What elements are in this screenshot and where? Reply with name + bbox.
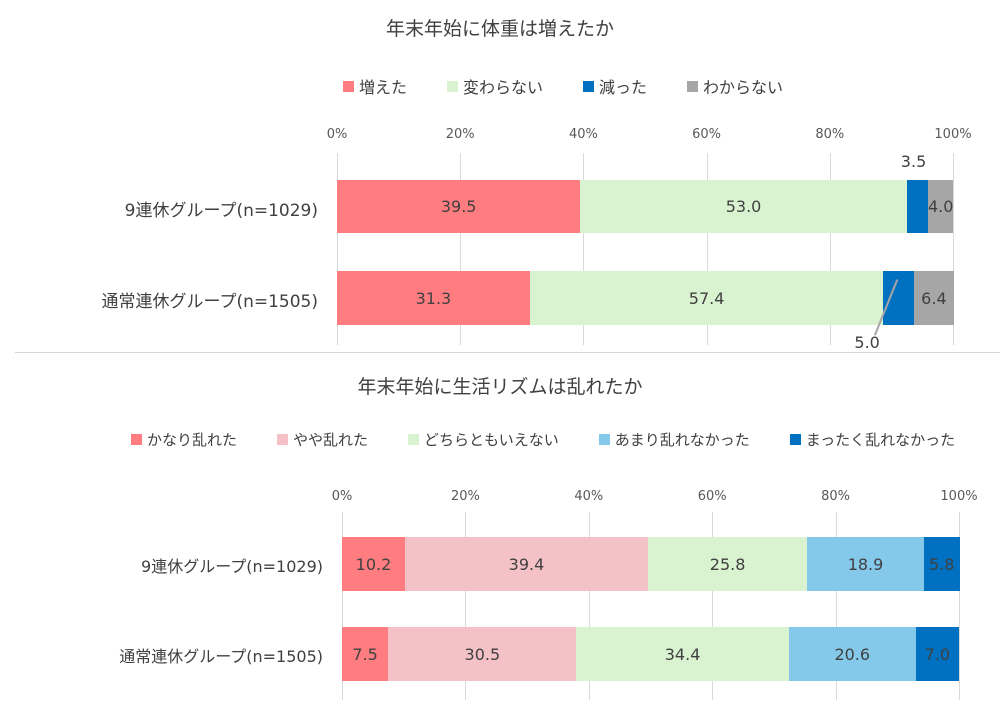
legend-label: やや乱れた	[293, 431, 369, 449]
data-label: 39.4	[508, 554, 545, 574]
legend-label: まったく乱れなかった	[805, 431, 956, 449]
bar-segment: 7.5	[342, 627, 389, 681]
gridline	[465, 512, 467, 700]
gridline	[835, 512, 837, 700]
bar-segment: 20.6	[788, 627, 916, 681]
legend-swatch	[687, 80, 699, 92]
bar-segment: 25.8	[648, 537, 808, 591]
legend-label: わからない	[703, 78, 784, 97]
data-label: 53.0	[725, 197, 762, 216]
legend-swatch	[277, 434, 289, 445]
x-tick-label: 0%	[326, 127, 348, 142]
x-tick-label: 100%	[940, 489, 978, 504]
chart2-legend: かなり乱れた やや乱れた どちらともいえない あまり乱れなかった まったく乱れなかった	[131, 429, 995, 450]
gridline	[712, 512, 714, 700]
chart1-legend: 増えた 変わらない 減った わからない	[343, 74, 823, 98]
bar-segment: 7.0	[915, 627, 959, 681]
legend-item: 変わらない	[447, 74, 543, 98]
x-tick-label: 40%	[568, 127, 598, 142]
gridline	[583, 153, 585, 345]
data-label: 20.6	[834, 644, 871, 664]
x-tick-label: 40%	[574, 489, 604, 504]
gridline	[460, 153, 462, 345]
legend-swatch	[447, 80, 459, 92]
legend-swatch	[408, 434, 420, 445]
data-label: 34.4	[664, 644, 701, 664]
chart1-title: 年末年始に体重は増えたか	[385, 18, 615, 40]
x-tick-label: 80%	[821, 489, 851, 504]
bar-segment: 5.8	[923, 537, 960, 591]
legend-item: どちらともいえない	[408, 429, 559, 450]
x-tick-label: 60%	[692, 127, 722, 142]
legend-swatch	[583, 80, 595, 92]
legend-label: 増えた	[359, 78, 408, 97]
bar-segment: 31.3	[337, 271, 530, 325]
bar-segment: 30.5	[388, 627, 577, 681]
gridline	[829, 153, 831, 345]
data-label: 7.5	[352, 644, 378, 664]
bar-segment: 18.9	[807, 537, 924, 591]
gridline	[342, 512, 343, 700]
gridline	[953, 153, 954, 345]
data-label: 5.8	[928, 554, 955, 574]
bar-segment	[906, 180, 929, 233]
data-label: 3.5	[900, 152, 927, 171]
data-label: 57.4	[688, 288, 725, 308]
data-label: 4.0	[927, 197, 954, 216]
category-label: 通常連休グループ(n=1505)	[119, 647, 323, 666]
gridline	[959, 512, 960, 700]
data-label: 5.0	[854, 333, 880, 352]
bar-segment: 10.2	[342, 537, 405, 591]
legend-swatch	[131, 434, 142, 445]
x-tick-label: 0%	[331, 489, 353, 504]
data-label: 10.2	[355, 554, 392, 574]
chart-separator	[15, 352, 1000, 353]
x-tick-label: 20%	[445, 127, 475, 142]
bar-segment: 4.0	[928, 180, 953, 233]
legend-swatch	[598, 434, 610, 445]
x-tick-label: 100%	[934, 127, 972, 142]
data-label: 30.5	[464, 644, 501, 664]
x-tick-label: 80%	[815, 127, 845, 142]
bar-segment: 34.4	[576, 627, 789, 681]
legend-item: 増えた	[343, 74, 407, 98]
data-label: 7.0	[924, 644, 951, 664]
category-label: 9連休グループ(n=1029)	[141, 557, 323, 576]
legend-label: 変わらない	[463, 78, 544, 97]
legend-label: どちらともいえない	[424, 431, 559, 449]
legend-item: やや乱れた	[277, 429, 368, 450]
legend-label: あまり乱れなかった	[614, 431, 750, 449]
data-label: 39.5	[440, 197, 477, 216]
gridline	[337, 153, 338, 345]
data-label: 6.4	[921, 288, 947, 308]
legend-item: まったく乱れなかった	[789, 429, 956, 450]
bar-segment: 39.4	[404, 537, 649, 591]
category-label: 通常連休グループ(n=1505)	[101, 292, 318, 312]
legend-swatch	[789, 434, 801, 445]
legend-item: 減った	[583, 74, 647, 98]
legend-label: かなり乱れた	[147, 431, 238, 449]
chart2-title: 年末年始に生活リズムは乱れたか	[357, 376, 643, 398]
data-label: 25.8	[709, 554, 746, 574]
data-label: 18.9	[847, 554, 884, 574]
legend-swatch	[343, 80, 354, 92]
data-label: 31.3	[415, 288, 452, 308]
legend-item: あまり乱れなかった	[598, 429, 750, 450]
legend-label: 減った	[599, 78, 648, 97]
x-tick-label: 20%	[450, 489, 480, 504]
bar-segment: 53.0	[580, 180, 907, 233]
legend-item: わからない	[687, 74, 783, 98]
category-label: 9連休グループ(n=1029)	[124, 200, 318, 221]
x-tick-label: 60%	[697, 489, 727, 504]
legend-item: かなり乱れた	[131, 429, 237, 450]
bar-segment: 6.4	[914, 271, 954, 325]
bar-segment: 57.4	[529, 271, 884, 325]
bar-segment: 39.5	[337, 180, 581, 233]
gridline	[706, 153, 708, 345]
gridline	[588, 512, 590, 700]
